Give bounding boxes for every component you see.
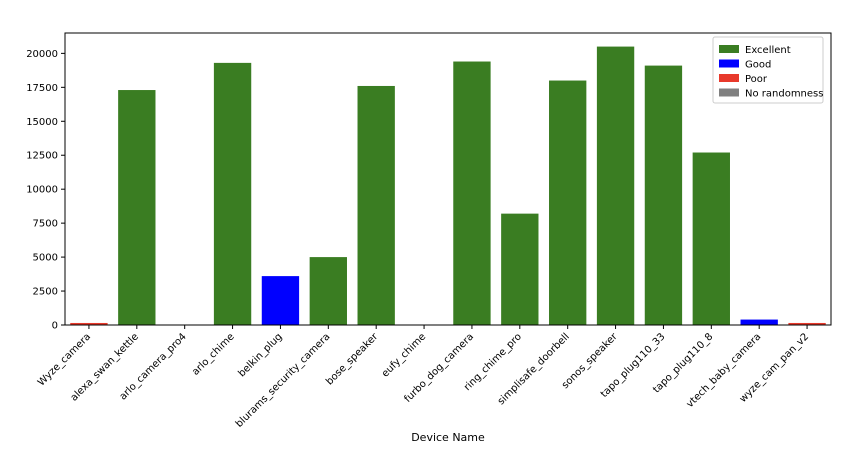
bar-ring_chime_pro bbox=[501, 213, 539, 325]
x-tick-label: bose_speaker bbox=[324, 331, 381, 388]
x-tick-label: eufy_chime bbox=[380, 331, 428, 379]
y-tick-label: 20000 bbox=[26, 49, 58, 60]
bars-group bbox=[70, 46, 826, 326]
x-tick-label: blurams_security_camera bbox=[234, 331, 333, 430]
legend-label: No randomness bbox=[745, 89, 823, 100]
legend-swatch bbox=[719, 45, 739, 53]
legend-swatch bbox=[719, 74, 739, 82]
bar-tapo_plug110_33 bbox=[644, 65, 683, 326]
bar-belkin_plug bbox=[261, 276, 300, 325]
legend-label: Poor bbox=[745, 74, 768, 85]
legend-label: Good bbox=[745, 60, 771, 71]
y-tick-label: 10000 bbox=[26, 185, 58, 196]
y-axis: 0 2500 5000 7500 10000 12500 15000 17500 20000 bbox=[26, 49, 65, 332]
bar-bose_speaker bbox=[357, 85, 395, 326]
y-tick-label: 7500 bbox=[33, 219, 58, 230]
bar-arlo_chime bbox=[213, 62, 252, 326]
x-axis-title: Device Name bbox=[411, 431, 485, 444]
bar-sonos_speaker bbox=[596, 46, 635, 326]
x-tick-label: arlo_chime bbox=[190, 331, 236, 377]
bar-vtech_baby_camera bbox=[740, 319, 778, 325]
bar-Wyze_camera bbox=[70, 322, 108, 325]
bar-alexa_swan_kettle bbox=[118, 90, 156, 325]
y-tick-label: 17500 bbox=[26, 83, 58, 94]
legend-box bbox=[712, 36, 824, 104]
bar-tapo_plug110_8 bbox=[692, 152, 730, 325]
y-tick-label: 5000 bbox=[33, 253, 58, 264]
y-tick-label: 0 bbox=[52, 321, 58, 332]
legend-swatch bbox=[719, 59, 739, 68]
y-tick-label: 2500 bbox=[33, 287, 58, 298]
legend-swatch bbox=[719, 88, 739, 97]
plot-frame bbox=[64, 32, 832, 326]
bar-furbo_dog_camera bbox=[453, 61, 491, 325]
x-axis: Wyze_cameraalexa_swan_kettlearlo_camera_… bbox=[36, 325, 811, 430]
y-tick-label: 12500 bbox=[26, 151, 58, 162]
bar-simplisafe_doorbell bbox=[549, 80, 587, 325]
bar-blurams_security_camera bbox=[309, 257, 347, 325]
y-tick-label: 15000 bbox=[26, 117, 58, 128]
bar-wyze_cam_pan_v2 bbox=[788, 322, 826, 325]
legend-label: Excellent bbox=[745, 45, 791, 56]
legend: Excellent Good Poor No randomness bbox=[712, 36, 824, 104]
x-tick-label: belkin_plug bbox=[236, 331, 284, 379]
